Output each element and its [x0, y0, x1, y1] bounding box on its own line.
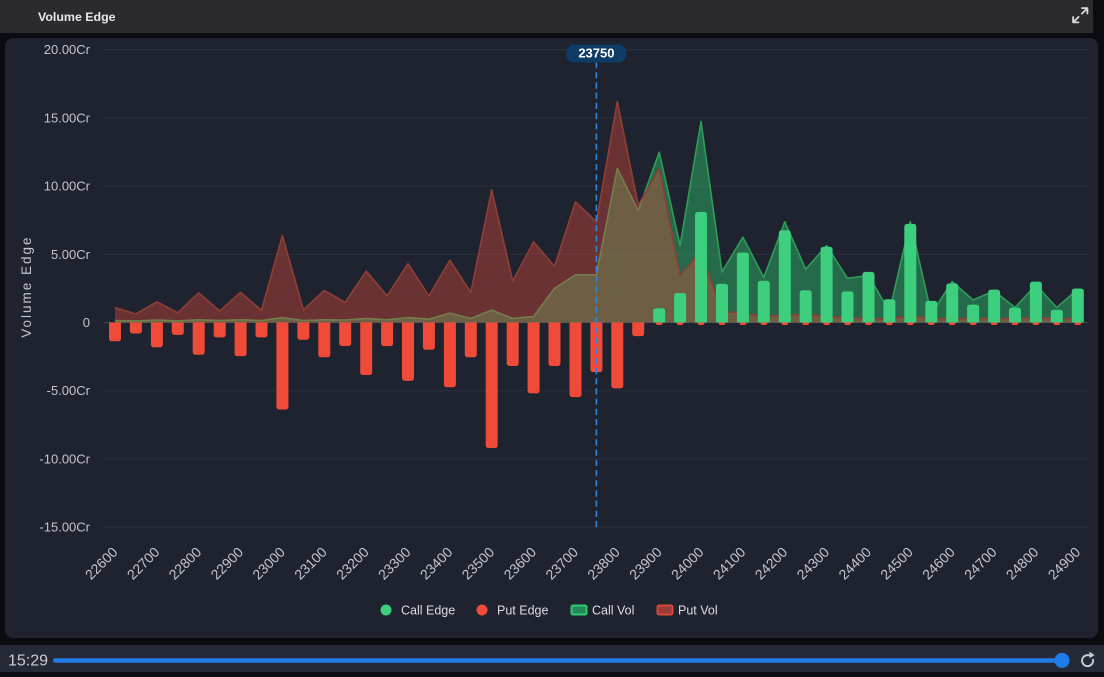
svg-text:Volume Edge: Volume Edge — [38, 10, 116, 24]
svg-text:Put Vol: Put Vol — [678, 604, 718, 618]
svg-text:Put Edge: Put Edge — [497, 604, 548, 618]
svg-text:5.00Cr: 5.00Cr — [51, 247, 91, 262]
svg-text:0: 0 — [83, 315, 90, 330]
svg-text:20.00Cr: 20.00Cr — [44, 42, 91, 57]
svg-text:15.00Cr: 15.00Cr — [44, 110, 91, 125]
svg-text:15:29: 15:29 — [8, 653, 48, 670]
svg-text:10.00Cr: 10.00Cr — [44, 179, 91, 194]
svg-text:23750: 23750 — [578, 46, 614, 61]
svg-text:-5.00Cr: -5.00Cr — [47, 383, 91, 398]
svg-text:Volume Edge: Volume Edge — [19, 235, 34, 337]
svg-text:Call Edge: Call Edge — [401, 604, 455, 618]
svg-text:-15.00Cr: -15.00Cr — [39, 520, 90, 535]
svg-text:Call Vol: Call Vol — [592, 604, 634, 618]
svg-text:-10.00Cr: -10.00Cr — [39, 451, 90, 466]
